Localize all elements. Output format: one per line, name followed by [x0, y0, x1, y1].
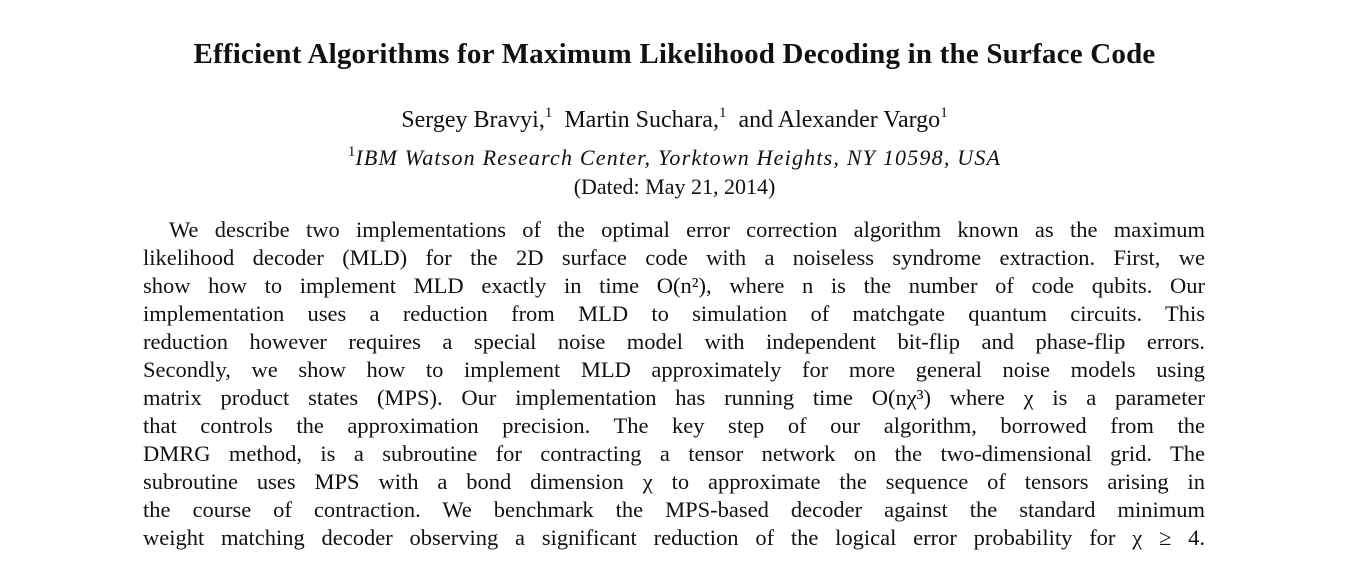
author-bravyi: Sergey Bravyi,1: [401, 105, 553, 134]
affiliation-marker: 1: [718, 105, 727, 121]
affiliation-marker: 1: [347, 144, 356, 160]
abstract-line: Secondly, we show how to implement MLD a…: [143, 357, 1205, 382]
affiliation: 1IBM Watson Research Center, Yorktown He…: [0, 143, 1349, 173]
affiliation-marker: 1: [544, 105, 553, 121]
abstract-line: weight matching decoder observing a sign…: [143, 525, 1205, 550]
abstract-line: subroutine uses MPS with a bond dimensio…: [143, 469, 1205, 494]
author-name: Martin Suchara,: [564, 107, 719, 133]
author-vargo: and Alexander Vargo1: [738, 105, 948, 134]
abstract-line: the course of contraction. We benchmark …: [143, 497, 1205, 522]
abstract: We describe two implementations of the o…: [143, 216, 1205, 552]
abstract-line: that controls the approximation precisio…: [143, 413, 1205, 438]
abstract-line: We describe two implementations of the o…: [169, 217, 1205, 242]
affiliation-text: IBM Watson Research Center, Yorktown Hei…: [355, 145, 1002, 170]
author-name: and Alexander Vargo: [738, 107, 941, 133]
author-list: Sergey Bravyi,1 Martin Suchara,1 and Ale…: [0, 104, 1349, 136]
abstract-line: likelihood decoder (MLD) for the 2D surf…: [143, 245, 1205, 270]
abstract-line: DMRG method, is a subroutine for contrac…: [143, 441, 1205, 466]
author-suchara: Martin Suchara,1: [564, 105, 727, 134]
abstract-line: matrix product states (MPS). Our impleme…: [143, 385, 1205, 410]
affiliation-marker: 1: [940, 105, 948, 121]
abstract-line: show how to implement MLD exactly in tim…: [143, 273, 1205, 298]
abstract-line: implementation uses a reduction from MLD…: [143, 301, 1205, 326]
abstract-line: reduction however requires a special noi…: [143, 329, 1205, 354]
author-name: Sergey Bravyi,: [401, 107, 545, 133]
dated-line: (Dated: May 21, 2014): [573, 174, 776, 199]
paper-title: Efficient Algorithms for Maximum Likelih…: [193, 38, 1156, 70]
